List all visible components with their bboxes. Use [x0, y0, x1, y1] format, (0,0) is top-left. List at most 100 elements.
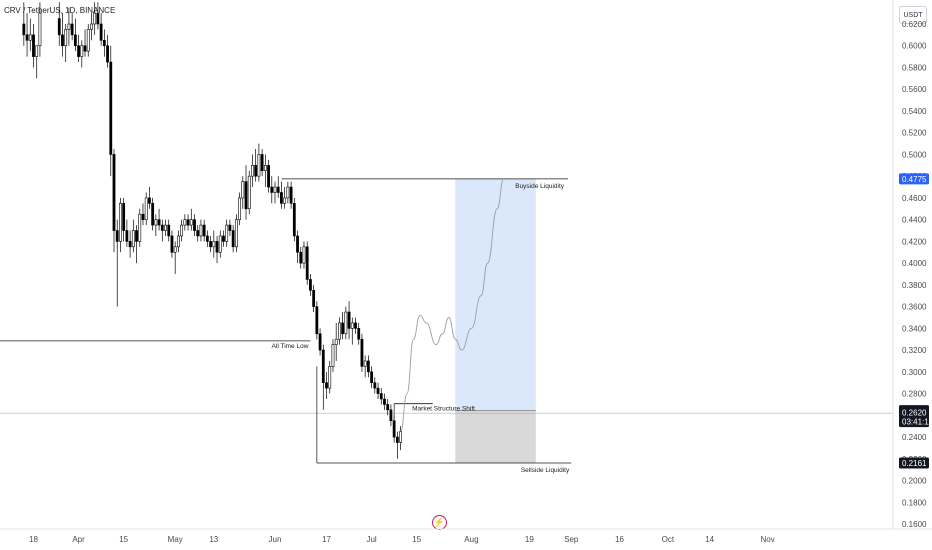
- candle-body-down: [366, 360, 370, 373]
- candle: [32, 24, 35, 68]
- candle-body-down: [360, 338, 364, 367]
- candle: [205, 230, 209, 247]
- candle: [102, 29, 106, 57]
- candle: [251, 154, 254, 188]
- candle: [67, 7, 71, 46]
- y-tick-label: 0.1800: [902, 498, 927, 507]
- candle-body-down: [260, 154, 264, 172]
- candle: [315, 301, 319, 340]
- sellside-price-badge: 0.2161: [899, 457, 929, 469]
- candle-body-down: [383, 398, 386, 405]
- candle-body-down: [202, 224, 206, 237]
- candle-body-down: [115, 230, 119, 242]
- candle: [347, 301, 351, 340]
- candle: [389, 404, 393, 427]
- x-tick-label: 16: [615, 535, 624, 544]
- candle: [61, 13, 64, 57]
- candle: [157, 208, 161, 231]
- x-tick-label: 15: [412, 535, 421, 544]
- candle-body-down: [106, 45, 109, 63]
- price-badge-bg: [899, 457, 929, 469]
- candle: [357, 322, 361, 345]
- candle: [122, 197, 126, 242]
- candle-body-up: [93, 12, 97, 25]
- candle: [177, 230, 180, 253]
- candle-body-up: [257, 154, 261, 177]
- price-axis[interactable]: 0.6200 0.6000 0.5800 0.5600 0.5400 0.5200 0.50…: [892, 0, 927, 529]
- candle: [273, 181, 277, 204]
- candle: [83, 29, 87, 57]
- candle: [337, 317, 341, 345]
- candle: [96, 2, 100, 30]
- y-tick-label: 0.2000: [902, 477, 927, 486]
- candle-body-down: [57, 18, 61, 36]
- y-tick-label: 0.3200: [902, 346, 927, 355]
- candle: [241, 176, 245, 209]
- candle-body-down: [347, 311, 351, 329]
- candle: [218, 230, 222, 258]
- candle-body-up: [331, 344, 335, 367]
- candle-body-up: [273, 186, 277, 193]
- candle-body-down: [244, 181, 248, 210]
- candle: [247, 170, 251, 215]
- candle: [73, 18, 77, 52]
- candle-body-down: [96, 12, 100, 25]
- candle-body-down: [325, 382, 328, 389]
- x-tick-label: 15: [119, 535, 128, 544]
- x-tick-label: 19: [525, 535, 534, 544]
- candle: [38, 2, 42, 57]
- candle-body-up: [334, 338, 338, 345]
- candle: [215, 235, 219, 264]
- candle: [141, 203, 145, 226]
- candle: [86, 24, 90, 57]
- candle: [164, 219, 167, 236]
- candle-body-up: [189, 219, 193, 226]
- candle: [131, 219, 135, 253]
- candle-body-down: [276, 186, 280, 193]
- candle-body-down: [389, 409, 393, 422]
- buyside-liquidity-label: Buyside Liquidity: [515, 183, 565, 190]
- currency-selector[interactable]: USDT: [899, 6, 927, 24]
- candle: [99, 13, 103, 46]
- candle-body-down: [109, 61, 113, 155]
- candle: [238, 192, 241, 226]
- price-badge-bg: [899, 173, 929, 185]
- y-tick-label: 0.3400: [902, 324, 927, 333]
- time-axis[interactable]: 18 Apr 15 May 13 Jun 17 Jul 15 Aug 19 Sep 16 Oct 14 Nov: [0, 528, 932, 544]
- candle-body-down: [148, 197, 151, 204]
- candle-body-down: [231, 230, 235, 248]
- liquidity-levels: All Time Low Buyside Liquidity Sellside Li…: [0, 178, 572, 474]
- candle-body-down: [73, 34, 77, 47]
- candle: [196, 225, 200, 242]
- candle-body-up: [199, 224, 203, 237]
- candle-body-up: [344, 311, 348, 335]
- candle-body-down: [70, 23, 74, 36]
- candle-body-down: [354, 322, 357, 329]
- candle-body-up: [251, 165, 254, 177]
- candle-body-down: [205, 235, 209, 242]
- candle-body-up: [38, 12, 42, 47]
- candle-body-down: [102, 40, 106, 47]
- candles: [22, 2, 402, 459]
- candle: [57, 2, 61, 46]
- candle: [167, 219, 171, 242]
- candle-body-down: [370, 371, 374, 383]
- candle-body-down: [309, 279, 312, 291]
- candle: [341, 312, 345, 340]
- candle: [360, 333, 364, 372]
- projection-line: [400, 178, 505, 433]
- y-tick-label: 0.4200: [902, 237, 927, 246]
- candle-body-up: [263, 165, 267, 172]
- candle: [231, 225, 235, 253]
- projection-path: [400, 178, 505, 433]
- candle: [395, 431, 399, 459]
- candle-body-down: [386, 404, 390, 411]
- candle: [186, 214, 190, 231]
- candle-body-up: [225, 224, 229, 242]
- candle-body-down: [22, 23, 26, 36]
- countdown-label: 03:41:11: [902, 418, 932, 427]
- candle: [373, 377, 377, 394]
- candle-body-down: [318, 333, 322, 351]
